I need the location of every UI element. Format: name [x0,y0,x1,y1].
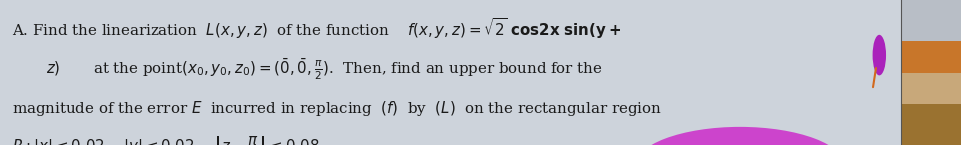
FancyBboxPatch shape [901,0,961,41]
Text: magnitude of the error $E$  incurred in replacing  $(f)$  by  $(L)$  on the rect: magnitude of the error $E$ incurred in r… [12,99,662,118]
FancyBboxPatch shape [901,72,961,104]
Text: $z)$       at the point$(x_0, y_0, z_0) = (\bar{0}, \bar{0}, \frac{\pi}{2})$.  T: $z)$ at the point$(x_0, y_0, z_0) = (\ba… [46,57,603,82]
FancyBboxPatch shape [901,41,961,72]
Text: A. Find the linearization  $L(x, y, z)$  of the function    $f(x, y, z) = \sqrt{: A. Find the linearization $L(x, y, z)$ o… [12,17,621,41]
Text: $R: |x| \leq 0.02$ .  $|y| \leq 0.02$  . $\left|z - \dfrac{\pi}{2}\right| \leq 0: $R: |x| \leq 0.02$ . $|y| \leq 0.02$ . $… [12,135,324,145]
Ellipse shape [634,127,846,145]
Ellipse shape [873,35,886,75]
FancyBboxPatch shape [901,104,961,145]
